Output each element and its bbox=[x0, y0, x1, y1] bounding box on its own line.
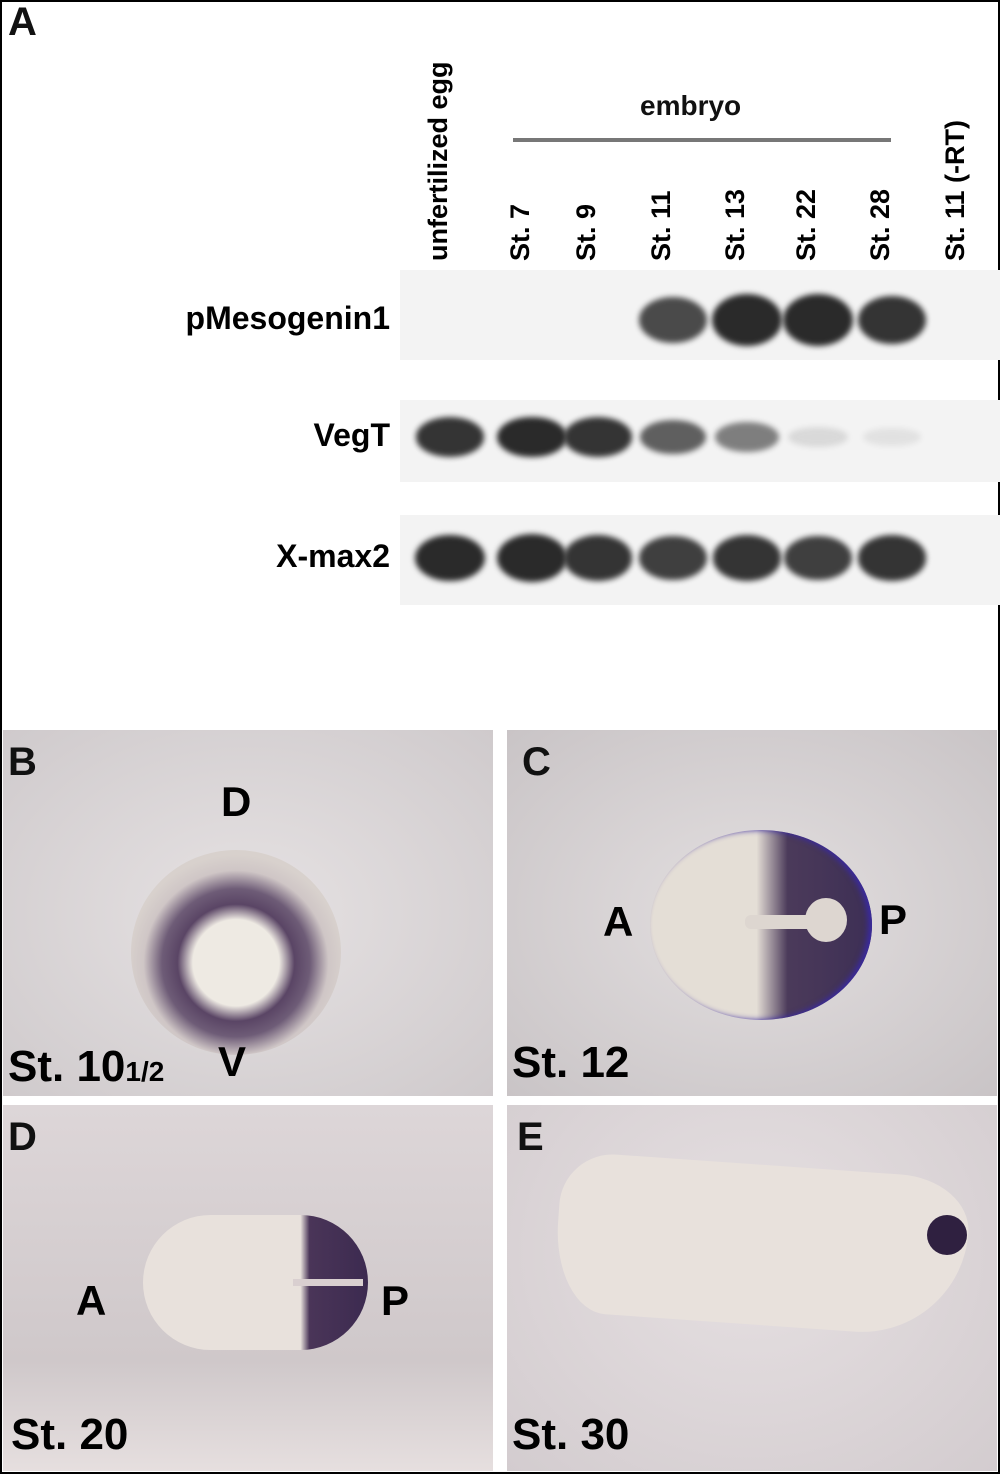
panel-d-letter: D bbox=[8, 1115, 37, 1159]
embryo-c bbox=[650, 830, 872, 1020]
blot-band bbox=[712, 535, 782, 581]
blot-band bbox=[415, 534, 485, 582]
panel-a-letter: A bbox=[8, 0, 37, 44]
axis-label-anterior-d: A bbox=[76, 1277, 107, 1324]
axis-label-posterior: P bbox=[879, 896, 908, 943]
stage-fraction: 1/2 bbox=[125, 1056, 165, 1087]
axis-label-dorsal: D bbox=[221, 778, 252, 825]
lane-label: St. 7 bbox=[505, 203, 535, 261]
blot-band bbox=[639, 297, 707, 343]
axis-label-ventral: V bbox=[218, 1038, 247, 1085]
blot-band bbox=[783, 294, 853, 346]
blot-band bbox=[563, 535, 633, 581]
panel-e-letter: E bbox=[517, 1115, 544, 1159]
blot-band bbox=[788, 427, 848, 447]
blot-band bbox=[862, 427, 922, 447]
lane-label: St. 11 bbox=[646, 190, 676, 261]
axis-label-posterior-d: P bbox=[381, 1277, 410, 1324]
lane-label: unfertilized egg bbox=[423, 61, 453, 261]
panel-e-photo: E St. 30 bbox=[507, 1105, 997, 1471]
lane-label: St. 11 (-RT) bbox=[940, 119, 970, 261]
blot-band bbox=[639, 419, 707, 455]
blot-band bbox=[497, 534, 567, 582]
lane-label: St. 13 bbox=[720, 188, 750, 261]
embryo-group-label: embryo bbox=[640, 90, 742, 121]
embryo-b bbox=[131, 850, 341, 1055]
blot-band bbox=[714, 421, 780, 453]
stage-label-c: St. 12 bbox=[512, 1038, 630, 1087]
embryo-d bbox=[143, 1215, 368, 1350]
blot-band bbox=[857, 295, 927, 345]
panel-d-photo: D A P St. 20 bbox=[3, 1105, 493, 1471]
panel-c-letter: C bbox=[522, 740, 551, 784]
blot-band bbox=[497, 416, 567, 458]
stage-label-e: St. 30 bbox=[512, 1410, 630, 1459]
gene-label: X-max2 bbox=[276, 538, 390, 574]
blot-band bbox=[563, 417, 633, 457]
blot-band bbox=[415, 417, 485, 457]
blot-band bbox=[783, 536, 853, 580]
embryo-e bbox=[551, 1150, 973, 1340]
axis-label-anterior: A bbox=[603, 898, 634, 945]
panel-b-photo: B D V St. 101/2 bbox=[3, 730, 493, 1096]
blot-band bbox=[857, 535, 927, 581]
stage-label-d: St. 20 bbox=[11, 1410, 129, 1459]
neural-groove bbox=[293, 1279, 363, 1286]
lane-label: St. 9 bbox=[571, 203, 601, 261]
blot-band bbox=[638, 536, 708, 580]
panel-c-photo: C A P St. 12 bbox=[507, 730, 997, 1096]
lane-label: St. 28 bbox=[865, 188, 895, 261]
stage-label-b: St. 101/2 bbox=[8, 1042, 165, 1091]
gene-label: pMesogenin1 bbox=[185, 300, 390, 336]
gene-label: VegT bbox=[313, 417, 390, 453]
blot-band bbox=[712, 294, 782, 346]
panel-b-letter: B bbox=[8, 740, 37, 784]
tailbud-stain bbox=[927, 1215, 967, 1255]
blastopore bbox=[805, 898, 847, 942]
embryo-group-bracket bbox=[513, 138, 891, 142]
lane-label: St. 22 bbox=[791, 188, 821, 261]
